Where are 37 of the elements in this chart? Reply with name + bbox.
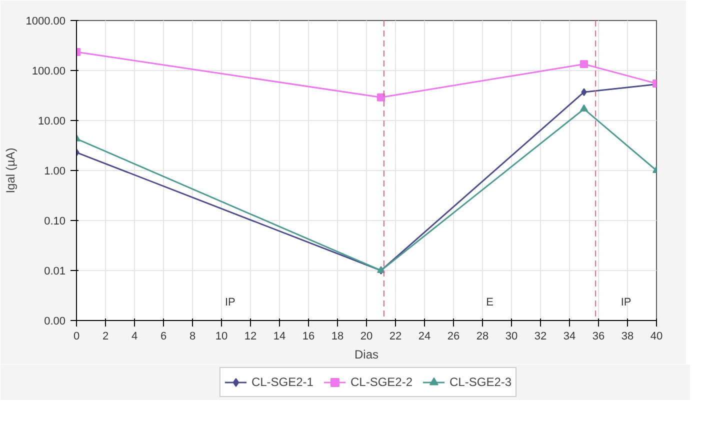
y-axis-title: Igal (µA)	[4, 148, 18, 194]
annotation: IP	[620, 296, 632, 308]
x-tick-label: 18	[331, 330, 344, 342]
y-tick-label: 10.00	[38, 116, 66, 128]
x-tick-label: 24	[418, 330, 431, 342]
legend-label: CL-SGE2-2	[350, 375, 413, 389]
x-tick-label: 12	[244, 330, 257, 342]
x-tick-label: 22	[389, 330, 402, 342]
y-tick-label: 1.00	[44, 166, 66, 178]
y-tick-label: 0.10	[44, 216, 66, 228]
x-tick-label: 10	[215, 330, 228, 342]
annotation: E	[486, 296, 494, 308]
x-tick-label: 16	[302, 330, 315, 342]
x-tick-label: 32	[534, 330, 547, 342]
y-tick-label: 0.00	[44, 316, 66, 328]
annotation: IP	[225, 296, 236, 308]
x-tick-label: 14	[273, 330, 286, 342]
x-tick-label: 26	[447, 330, 460, 342]
x-tick-label: 36	[592, 330, 605, 342]
x-tick-label: 30	[505, 330, 518, 342]
point	[581, 88, 587, 96]
y-tick-label: 0.01	[44, 266, 66, 278]
x-tick-label: 8	[189, 330, 196, 342]
x-tick-label: 20	[360, 330, 373, 342]
y-tick-label: 1000.00	[26, 16, 66, 28]
legend-label: CL-SGE2-1	[251, 375, 314, 389]
x-tick-label: 40	[650, 330, 663, 342]
x-tick-label: 2	[102, 330, 109, 342]
x-tick-label: 38	[621, 330, 634, 342]
x-tick-label: 0	[73, 330, 80, 342]
x-tick-label: 28	[476, 330, 489, 342]
x-tick-label: 34	[563, 330, 576, 342]
x-tick-label: 6	[160, 330, 167, 342]
x-axis-title: Dias	[354, 348, 379, 362]
y-tick-label: 100.00	[32, 66, 66, 78]
legend-label: CL-SGE2-3	[450, 375, 512, 389]
x-tick-label: 4	[131, 330, 138, 342]
